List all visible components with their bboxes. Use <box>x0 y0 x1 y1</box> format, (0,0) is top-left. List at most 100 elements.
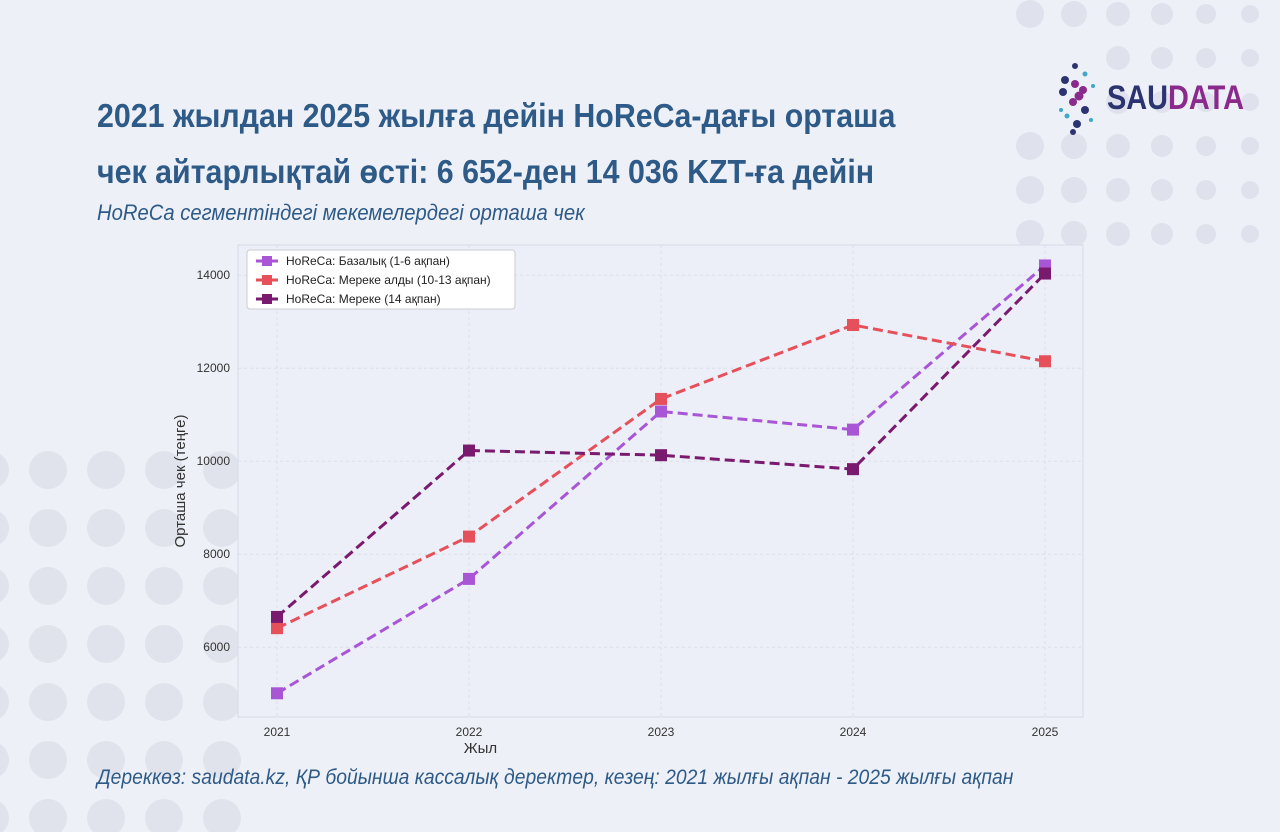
bg-dot <box>29 625 67 663</box>
y-tick-label: 12000 <box>197 361 231 375</box>
bg-dot <box>1061 221 1087 247</box>
subtitle: HoReCa сегментіндегі мекемелердегі орташ… <box>97 200 585 225</box>
bg-dot <box>1061 133 1087 159</box>
bg-dot <box>29 741 67 779</box>
title-line-1: 2021 жылдан 2025 жылға дейін HoReCa-дағы… <box>97 97 896 134</box>
x-tick-label: 2023 <box>648 725 675 739</box>
bg-dot <box>203 567 241 605</box>
bg-dot <box>1241 225 1259 243</box>
bg-dot <box>87 509 125 547</box>
data-point <box>271 687 283 700</box>
bg-dot <box>29 799 67 832</box>
x-tick-label: 2025 <box>1032 725 1059 739</box>
bg-dot <box>0 743 9 777</box>
bg-dot <box>203 683 241 721</box>
bg-dot <box>1151 47 1173 69</box>
bg-dot <box>87 683 125 721</box>
bg-dot <box>1196 4 1216 24</box>
bg-dot <box>145 567 183 605</box>
bg-dot <box>87 451 125 489</box>
bg-dot <box>1106 178 1130 202</box>
data-point <box>655 405 667 418</box>
y-tick-label: 10000 <box>197 454 231 468</box>
legend-swatch-marker <box>262 256 272 266</box>
bg-dot <box>1241 5 1259 23</box>
bg-dot <box>87 625 125 663</box>
bg-dot <box>1061 1 1087 27</box>
bg-dot <box>1151 135 1173 157</box>
bg-dot <box>1241 49 1259 67</box>
bg-dot <box>87 567 125 605</box>
bg-dot <box>1196 180 1216 200</box>
saudata-logo: SAUDATA <box>1055 60 1268 136</box>
page-title: 2021 жылдан 2025 жылға дейін HoReCa-дағы… <box>97 88 925 200</box>
bg-dot <box>0 685 9 719</box>
data-point <box>463 572 475 585</box>
bg-dot <box>145 451 183 489</box>
bg-dot <box>1106 222 1130 246</box>
bg-dot <box>1241 93 1259 111</box>
bg-dot <box>1196 136 1216 156</box>
data-point <box>271 622 283 635</box>
series-line <box>276 272 1047 619</box>
bg-dot <box>1151 3 1173 25</box>
source-note: Дереккөз: saudata.kz, ҚР бойынша кассалы… <box>97 766 1014 789</box>
y-tick-label: 6000 <box>203 640 230 654</box>
data-point <box>463 530 475 543</box>
bg-dot <box>145 625 183 663</box>
bg-dot <box>145 741 183 779</box>
legend-entry: HoReCa: Мереке (14 ақпан) <box>286 292 441 306</box>
data-point <box>655 449 667 462</box>
bg-dot <box>203 451 241 489</box>
bg-dot <box>1106 90 1130 114</box>
data-point <box>1039 355 1051 368</box>
bg-dot <box>29 683 67 721</box>
bg-dot <box>1151 91 1173 113</box>
bg-dot <box>1241 181 1259 199</box>
data-point <box>847 318 859 331</box>
bg-dot <box>203 799 241 832</box>
y-tick-label: 8000 <box>203 547 230 561</box>
bg-dot <box>1016 0 1044 28</box>
bg-dot <box>1106 134 1130 158</box>
legend-swatch-marker <box>262 275 272 285</box>
bg-dot <box>0 627 9 661</box>
bg-dot <box>203 741 241 779</box>
bg-dot <box>1016 132 1044 160</box>
bg-dot <box>145 509 183 547</box>
bg-dot <box>0 569 9 603</box>
data-point <box>271 610 283 623</box>
bg-dot <box>1106 2 1130 26</box>
data-point <box>655 392 667 405</box>
bg-dot <box>1151 179 1173 201</box>
bg-dot <box>29 509 67 547</box>
bg-dot <box>1016 220 1044 248</box>
x-tick-label: 2021 <box>264 725 291 739</box>
bg-dot <box>1061 177 1087 203</box>
logo-text: SAUDATA <box>1107 78 1245 117</box>
bg-dot <box>203 625 241 663</box>
bg-dot <box>1196 92 1216 112</box>
legend-swatch-marker <box>262 294 272 304</box>
data-point <box>847 423 859 436</box>
bg-dot <box>1241 137 1259 155</box>
data-point <box>847 463 859 476</box>
bg-dot <box>87 799 125 832</box>
bg-dot <box>1106 46 1130 70</box>
bg-dot <box>1196 224 1216 244</box>
bg-dot <box>0 801 9 832</box>
legend-entry: HoReCa: Мереке алды (10-13 ақпан) <box>286 273 491 287</box>
bg-dot <box>29 567 67 605</box>
title-line-2: чек айтарлықтай өсті: 6 652-ден 14 036 K… <box>97 153 875 190</box>
y-tick-label: 14000 <box>197 268 231 282</box>
x-tick-label: 2022 <box>456 725 483 739</box>
bg-dot <box>145 799 183 832</box>
bg-dot <box>0 453 9 487</box>
series-line <box>276 264 1046 695</box>
bg-dot <box>145 683 183 721</box>
y-axis-label: Орташа чек (теңге) <box>172 415 189 548</box>
bg-dot <box>87 741 125 779</box>
data-point <box>1039 267 1051 280</box>
legend-entry: HoReCa: Базалық (1-6 ақпан) <box>286 254 450 268</box>
